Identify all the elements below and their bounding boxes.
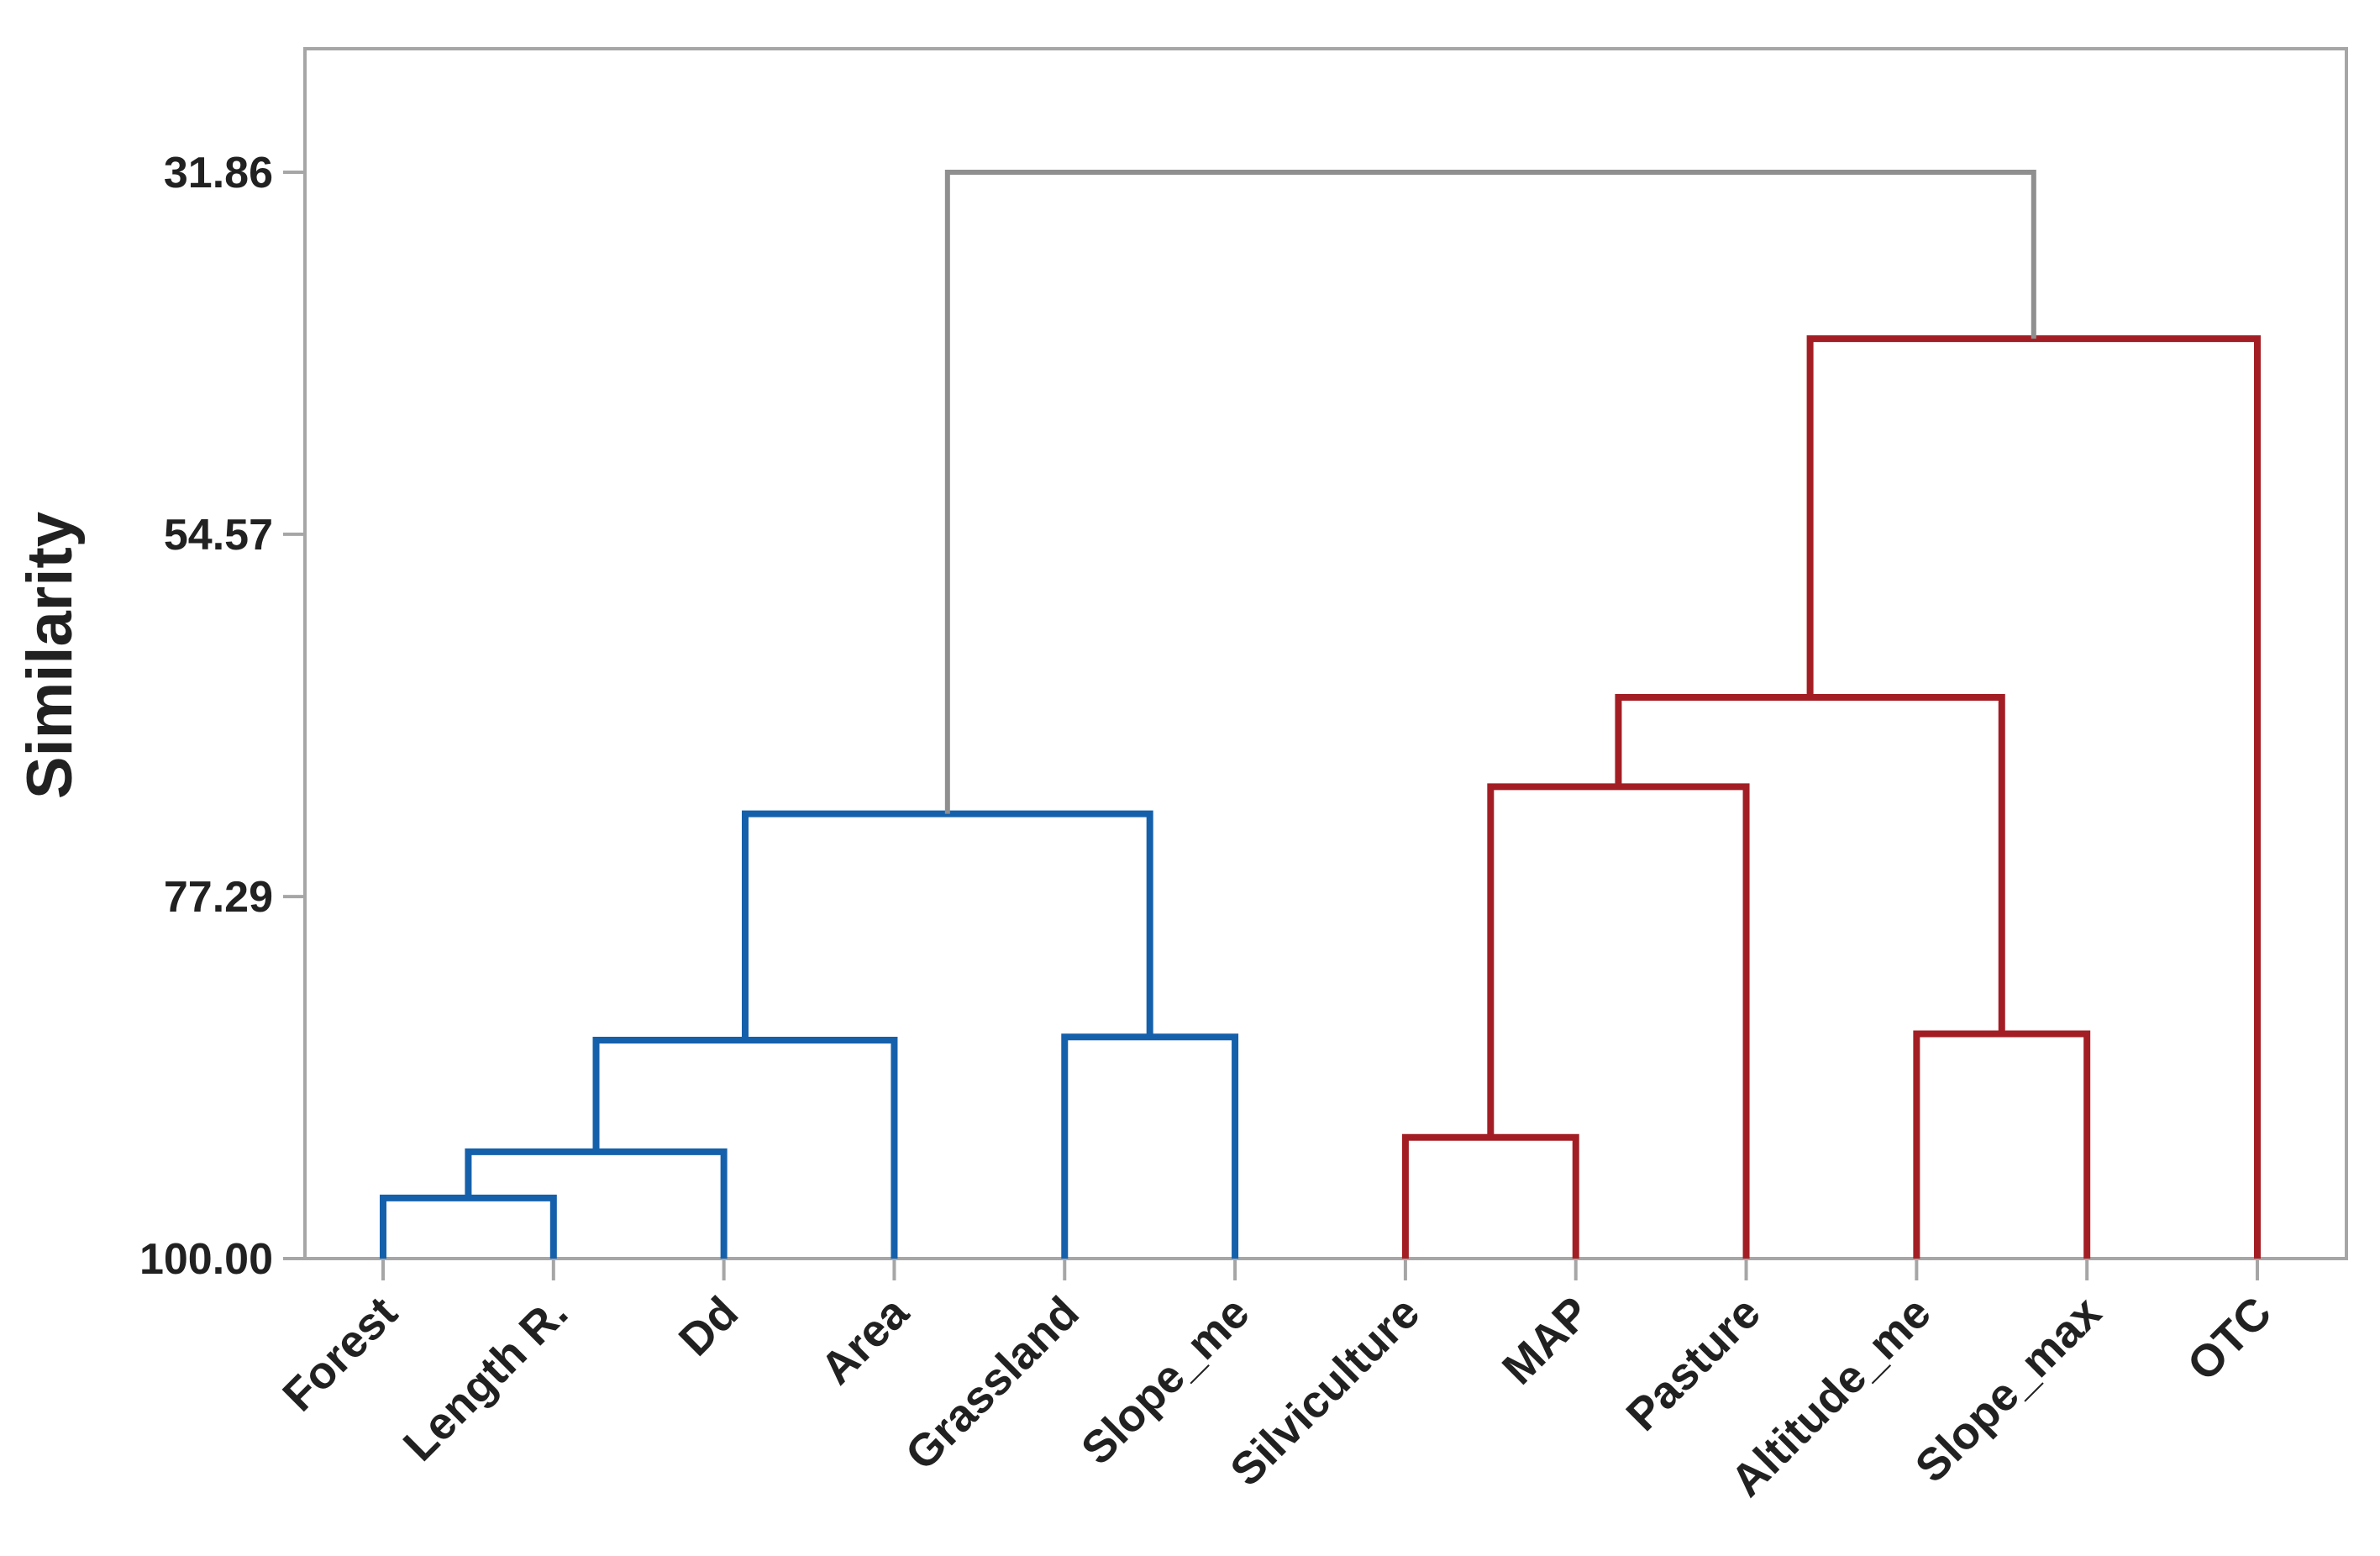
x-axis-label-slope-max: Slope_max <box>1906 1287 2111 1492</box>
merge-link-3-blue <box>1061 1033 1239 1259</box>
y-tick-label-3: 100.00 <box>139 1235 273 1284</box>
x-axis-label-forest: Forest <box>273 1287 407 1421</box>
x-axis-label-slope-me: Slope_me <box>1072 1287 1259 1475</box>
axis-ticks <box>283 171 2259 1280</box>
merge-link-5-red <box>1401 1133 1579 1259</box>
y-tick-label-0: 31.86 <box>164 149 273 197</box>
dendrogram-tree <box>380 170 2261 1259</box>
x-axis-label-area: Area <box>812 1286 919 1394</box>
merge-link-6-red <box>1487 783 1750 1259</box>
x-axis-label-grassland: Grassland <box>896 1287 1089 1480</box>
merge-link-9-red <box>1806 335 2261 1259</box>
y-tick-label-1: 54.57 <box>164 511 273 560</box>
merge-link-4-blue <box>741 810 1153 1041</box>
plot-frame <box>303 47 2348 1260</box>
x-axis-label-length-r: Length R. <box>394 1287 577 1470</box>
y-tick-label-2: 77.29 <box>164 873 273 922</box>
merge-link-10-gray <box>944 170 2036 814</box>
y-axis-title: Similarity <box>14 512 86 799</box>
x-axis-label-pasture: Pasture <box>1617 1287 1771 1441</box>
merge-link-0-blue <box>380 1194 557 1259</box>
merge-link-7-red <box>1913 1030 2091 1259</box>
x-axis-label-otc: OTC <box>2178 1287 2281 1390</box>
merge-link-1-blue <box>465 1148 728 1259</box>
x-axis-label-map: MAP <box>1493 1287 1600 1394</box>
merge-link-8-red <box>1615 694 2005 1034</box>
x-axis-label-dd: Dd <box>670 1287 748 1365</box>
